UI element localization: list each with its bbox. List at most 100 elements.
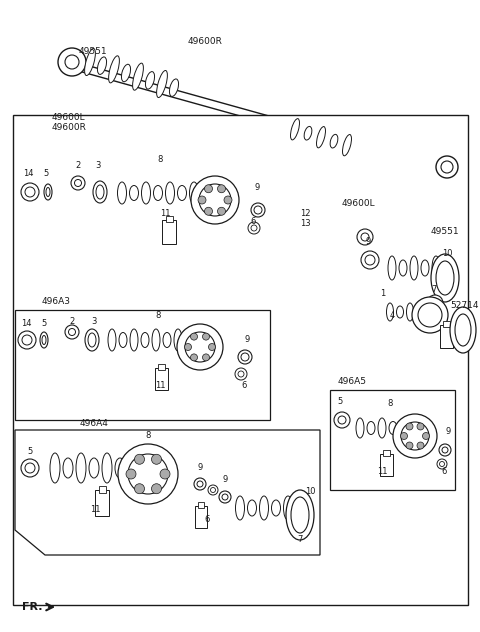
Circle shape xyxy=(204,185,213,193)
Bar xyxy=(198,502,204,508)
Ellipse shape xyxy=(248,500,256,516)
Circle shape xyxy=(203,333,209,340)
Circle shape xyxy=(152,483,161,494)
Ellipse shape xyxy=(178,186,187,200)
Circle shape xyxy=(365,255,375,265)
Circle shape xyxy=(74,179,82,186)
Circle shape xyxy=(211,487,216,492)
Circle shape xyxy=(217,207,226,216)
Ellipse shape xyxy=(166,182,175,204)
Ellipse shape xyxy=(417,306,423,318)
Ellipse shape xyxy=(96,185,104,199)
Ellipse shape xyxy=(400,418,408,438)
Ellipse shape xyxy=(436,261,454,295)
Text: 9: 9 xyxy=(365,238,371,246)
Ellipse shape xyxy=(97,57,107,75)
Text: 14: 14 xyxy=(23,169,33,178)
Circle shape xyxy=(251,203,265,217)
Ellipse shape xyxy=(132,63,144,90)
Circle shape xyxy=(194,478,206,490)
Text: 7: 7 xyxy=(297,535,303,545)
Ellipse shape xyxy=(396,306,404,318)
Text: 49600R: 49600R xyxy=(188,37,222,47)
Ellipse shape xyxy=(174,329,182,351)
Text: 9: 9 xyxy=(254,183,260,193)
Circle shape xyxy=(412,297,448,333)
Ellipse shape xyxy=(50,453,60,483)
Circle shape xyxy=(208,485,218,495)
Ellipse shape xyxy=(388,256,396,280)
Circle shape xyxy=(208,344,216,351)
Ellipse shape xyxy=(156,71,168,97)
Text: 7: 7 xyxy=(432,284,437,293)
Text: 496A3: 496A3 xyxy=(42,298,71,307)
Circle shape xyxy=(69,329,75,336)
Ellipse shape xyxy=(169,79,179,97)
Circle shape xyxy=(21,183,39,201)
Ellipse shape xyxy=(304,126,312,140)
Ellipse shape xyxy=(84,49,96,76)
Text: 4: 4 xyxy=(389,312,395,320)
Text: 9: 9 xyxy=(445,427,451,437)
Circle shape xyxy=(184,344,192,351)
Ellipse shape xyxy=(108,56,120,83)
Text: 49600L: 49600L xyxy=(341,198,375,207)
Circle shape xyxy=(217,185,226,193)
Text: 2: 2 xyxy=(75,161,81,169)
Ellipse shape xyxy=(142,182,151,204)
Circle shape xyxy=(361,233,369,241)
Text: 49600L: 49600L xyxy=(52,112,85,121)
Polygon shape xyxy=(330,390,455,490)
Bar xyxy=(155,368,168,390)
Text: 9: 9 xyxy=(222,475,228,485)
Polygon shape xyxy=(15,430,320,555)
Ellipse shape xyxy=(42,336,46,344)
Ellipse shape xyxy=(260,496,268,520)
Bar xyxy=(99,486,106,493)
Ellipse shape xyxy=(88,333,96,347)
Circle shape xyxy=(71,176,85,190)
Circle shape xyxy=(406,423,413,430)
Circle shape xyxy=(204,207,213,216)
Text: 5: 5 xyxy=(41,319,47,327)
Text: 8: 8 xyxy=(387,399,393,408)
Circle shape xyxy=(65,55,79,69)
Ellipse shape xyxy=(455,314,471,346)
Bar xyxy=(95,490,109,516)
Circle shape xyxy=(126,469,136,479)
Circle shape xyxy=(238,371,244,377)
Circle shape xyxy=(160,469,170,479)
Ellipse shape xyxy=(389,422,397,435)
Text: 496A5: 496A5 xyxy=(338,377,367,387)
Bar xyxy=(440,325,453,348)
Circle shape xyxy=(441,161,453,173)
Ellipse shape xyxy=(85,329,99,351)
Circle shape xyxy=(65,325,79,339)
Circle shape xyxy=(191,176,239,224)
Bar xyxy=(162,220,176,244)
Circle shape xyxy=(393,414,437,458)
Text: 49600R: 49600R xyxy=(52,123,87,133)
Ellipse shape xyxy=(330,135,338,148)
Circle shape xyxy=(417,423,424,430)
Circle shape xyxy=(442,447,448,453)
Text: 6: 6 xyxy=(441,468,447,477)
Text: 13: 13 xyxy=(300,219,310,229)
Text: 14: 14 xyxy=(21,319,31,327)
Ellipse shape xyxy=(163,332,171,348)
Ellipse shape xyxy=(190,182,199,204)
Bar xyxy=(443,321,450,327)
Circle shape xyxy=(238,350,252,364)
Circle shape xyxy=(203,354,209,361)
Ellipse shape xyxy=(141,332,149,348)
Circle shape xyxy=(400,432,408,439)
Circle shape xyxy=(18,331,36,349)
Text: 12: 12 xyxy=(300,209,310,217)
Ellipse shape xyxy=(284,496,292,520)
Text: 52714: 52714 xyxy=(451,300,479,310)
Text: 49551: 49551 xyxy=(431,228,459,236)
Ellipse shape xyxy=(450,307,476,353)
Text: FR.: FR. xyxy=(22,602,43,612)
Circle shape xyxy=(241,353,249,361)
Ellipse shape xyxy=(118,182,127,204)
